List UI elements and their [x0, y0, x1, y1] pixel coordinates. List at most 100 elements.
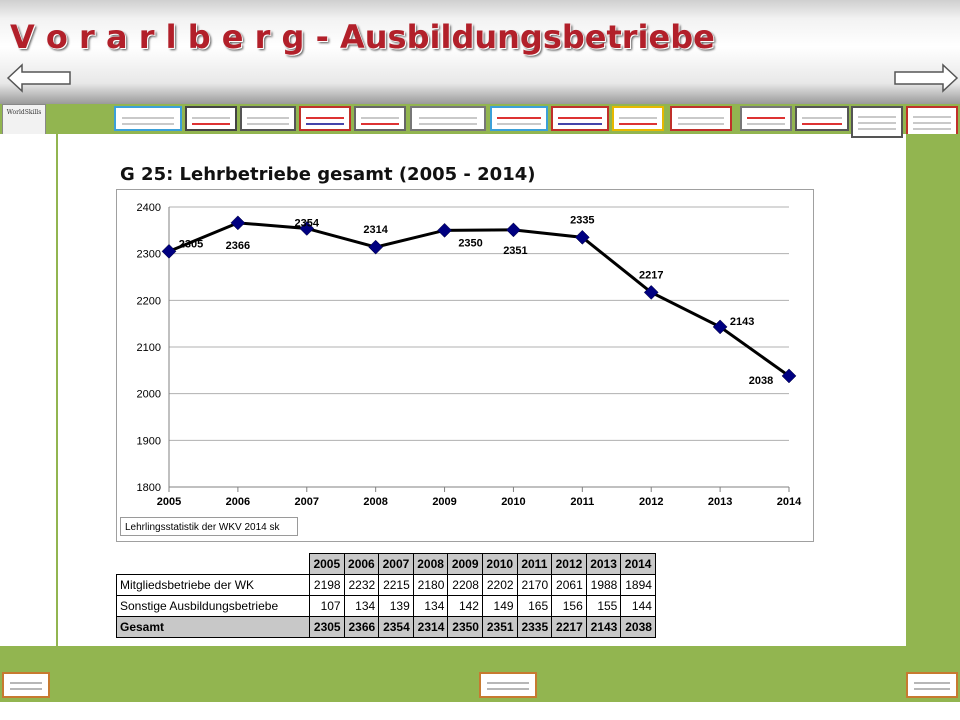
table-year-header: 2007 — [378, 553, 414, 575]
y-tick-label: 1800 — [137, 482, 161, 494]
slide-thumbnail[interactable] — [612, 106, 664, 131]
slide-thumbnail[interactable] — [410, 106, 486, 131]
chart-source-note: Lehrlingsstatistik der WKV 2014 sk — [120, 517, 298, 536]
table-cell: 142 — [447, 595, 483, 617]
table-year-header: 2012 — [551, 553, 587, 575]
table-cell: 155 — [585, 595, 622, 617]
table-header-row: 2005 2006 2007 2008 2009 2010 2011 2012 2013 2014 — [116, 553, 656, 575]
table-row: Mitgliedsbetriebe der WK 2198 2232 2215 2180… — [116, 574, 656, 596]
data-point-marker — [643, 285, 659, 300]
table-cell: 1894 — [620, 574, 656, 596]
slide-thumbnail[interactable] — [240, 106, 296, 131]
table-cell: 2366 — [343, 616, 380, 638]
row-label: Gesamt — [116, 616, 310, 638]
data-label: 2354 — [295, 217, 320, 229]
row-label: Sonstige Ausbildungsbetriebe — [116, 595, 310, 617]
table-cell: 2180 — [412, 574, 449, 596]
table-row: Sonstige Ausbildungsbetriebe 107 134 139 134… — [116, 595, 656, 617]
table-cell: 2335 — [516, 616, 553, 638]
table-year-header: 2009 — [447, 553, 483, 575]
bottom-nav-thumbnail[interactable] — [2, 672, 50, 698]
data-label: 2351 — [503, 245, 527, 257]
table-cell: 2202 — [481, 574, 518, 596]
y-tick-label: 2400 — [137, 202, 161, 214]
slide-thumbnail[interactable] — [906, 106, 958, 138]
table-cell: 165 — [516, 595, 553, 617]
table-body: Mitgliedsbetriebe der WK 2198 2232 2215 2180… — [116, 574, 656, 638]
data-label: 2350 — [458, 237, 482, 249]
slide-thumbnail[interactable] — [490, 106, 548, 131]
series-line — [168, 221, 790, 378]
data-label: 2366 — [226, 240, 250, 252]
table-cell: 107 — [309, 595, 345, 617]
x-tick-label: 2014 — [777, 496, 802, 508]
table-cell: 2314 — [412, 616, 449, 638]
arrow-right-icon[interactable] — [893, 63, 959, 93]
slide-thumbnail[interactable] — [551, 106, 609, 131]
slide-thumbnail-strip — [0, 104, 960, 138]
table-cell: 2217 — [551, 616, 587, 638]
bottom-nav-thumbnail[interactable] — [479, 672, 537, 698]
data-label: 2314 — [363, 224, 388, 236]
y-tick-label: 2100 — [137, 342, 161, 354]
table-cell: 2038 — [620, 616, 656, 638]
logo-text: WorldSkills — [6, 109, 42, 116]
slide-thumbnail[interactable] — [851, 106, 903, 138]
table-cell: 2061 — [551, 574, 587, 596]
slide-thumbnail[interactable] — [670, 106, 732, 131]
data-point-marker — [712, 319, 728, 335]
table-corner — [116, 553, 310, 575]
data-label: 2038 — [749, 375, 773, 387]
table-cell: 2170 — [516, 574, 553, 596]
data-point-marker — [299, 221, 315, 236]
x-tick-label: 2009 — [432, 496, 456, 508]
data-point-marker — [506, 222, 521, 238]
table-cell: 134 — [412, 595, 449, 617]
page-title: V o r a r l b e r g - Ausbildungsbetrieb… — [10, 18, 715, 56]
worldskills-logo[interactable]: WorldSkills — [2, 104, 46, 138]
data-point-marker — [368, 239, 384, 255]
slide-thumbnail[interactable] — [185, 106, 237, 131]
y-tick-label: 2300 — [137, 249, 161, 261]
data-table: 2005 2006 2007 2008 2009 2010 2011 2012 2013 2014… — [116, 553, 656, 638]
slide-thumbnail[interactable] — [354, 106, 406, 131]
table-cell: 139 — [378, 595, 414, 617]
data-label: 2335 — [570, 214, 594, 226]
slide-thumbnail[interactable] — [114, 106, 182, 131]
table-year-header: 2010 — [481, 553, 518, 575]
line-chart: 1800 1900 2000 2100 2200 2300 2400 2005 2006 2007… — [137, 202, 803, 508]
data-label: 2305 — [179, 238, 203, 250]
data-point-marker — [437, 222, 452, 238]
x-tick-label: 2006 — [226, 496, 250, 508]
chart-frame — [116, 189, 814, 542]
left-margin — [0, 134, 58, 646]
data-point-marker — [161, 243, 177, 259]
table-year-header: 2013 — [585, 553, 622, 575]
header-bar: V o r a r l b e r g - Ausbildungsbetrieb… — [0, 0, 960, 104]
slide-thumbnail[interactable] — [795, 106, 849, 131]
table-cell: 144 — [620, 595, 656, 617]
table-cell: 2354 — [378, 616, 414, 638]
chart-title: G 25: Lehrbetriebe gesamt (2005 - 2014) — [120, 164, 536, 185]
table-cell: 2143 — [585, 616, 622, 638]
row-label: Mitgliedsbetriebe der WK — [116, 574, 310, 596]
table-cell: 2305 — [309, 616, 345, 638]
data-point-marker — [230, 215, 246, 231]
x-tick-label: 2011 — [570, 496, 594, 508]
bottom-nav-thumbnail[interactable] — [906, 672, 958, 698]
table-cell: 2232 — [343, 574, 380, 596]
table-cell: 2350 — [447, 616, 483, 638]
right-margin — [906, 134, 960, 646]
table-cell: 2208 — [447, 574, 483, 596]
table-cell: 1988 — [585, 574, 622, 596]
slide-thumbnail[interactable] — [740, 106, 792, 131]
x-tick-label: 2010 — [501, 496, 525, 508]
x-tick-label: 2008 — [363, 496, 387, 508]
slide-thumbnail[interactable] — [299, 106, 351, 131]
table-cell: 2351 — [481, 616, 518, 638]
data-label: 2143 — [730, 316, 754, 328]
y-tick-label: 2200 — [137, 295, 161, 307]
arrow-left-icon[interactable] — [6, 63, 72, 93]
data-point-marker — [781, 368, 797, 384]
table-year-header: 2011 — [516, 553, 553, 575]
